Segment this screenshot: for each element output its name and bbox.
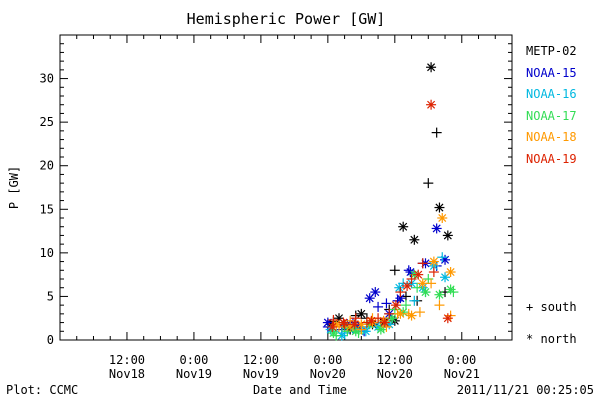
data-point-north-noaa-18 — [417, 278, 428, 289]
y-tick-label: 5 — [47, 289, 54, 303]
y-tick-label: 10 — [40, 246, 54, 260]
data-point-north-noaa-19 — [426, 99, 437, 110]
x-tick-time-label: 12:00 — [109, 353, 145, 367]
data-point-north-noaa-19 — [413, 269, 424, 280]
data-point-north-noaa-18 — [395, 308, 406, 319]
data-point-south-noaa-19 — [384, 308, 395, 319]
south-symbol: + — [526, 300, 534, 314]
y-axis-label: P [GW] — [7, 166, 21, 209]
data-point-south-noaa-19 — [395, 287, 406, 298]
legend-entry: NOAA-19 — [526, 151, 577, 166]
y-tick-label: 30 — [40, 72, 54, 86]
south-label: south — [540, 300, 577, 314]
data-point-north-noaa-18 — [406, 310, 417, 321]
data-point-north-metp-02 — [426, 62, 437, 73]
data-point-south-noaa-19 — [417, 258, 428, 269]
chart-title: Hemispheric Power [GW] — [186, 10, 386, 28]
x-tick-time-label: 12:00 — [243, 353, 279, 367]
data-point-north-noaa-19 — [349, 319, 360, 330]
x-tick-time-label: 12:00 — [377, 353, 413, 367]
footer-source: Plot: CCMC — [6, 383, 79, 397]
x-tick-date-label: Nov20 — [310, 367, 346, 381]
data-point-south-noaa-15 — [381, 298, 392, 309]
data-point-north-noaa-17 — [387, 313, 398, 324]
data-point-north-noaa-16 — [360, 326, 371, 337]
legend-entry: NOAA-18 — [526, 130, 577, 144]
data-point-north-noaa-17 — [350, 326, 361, 337]
data-point-north-noaa-19 — [442, 313, 453, 324]
data-point-north-noaa-19 — [366, 315, 377, 326]
data-point-north-noaa-19 — [379, 317, 390, 328]
marker-key-north: * north — [526, 332, 577, 346]
x-tick-date-label: Nov19 — [176, 367, 212, 381]
data-point-south-metp-02 — [389, 265, 400, 276]
marker-key-south: + south — [526, 300, 577, 314]
data-point-north-noaa-19 — [327, 321, 338, 332]
data-point-north-noaa-17 — [445, 284, 456, 295]
x-tick-date-label: Nov19 — [243, 367, 279, 381]
x-tick-date-label: Nov21 — [444, 367, 480, 381]
x-tick-date-label: Nov18 — [109, 367, 145, 381]
legend-entry: NOAA-16 — [526, 87, 577, 101]
data-point-north-noaa-15 — [440, 254, 451, 265]
x-axis-label: Date and Time — [253, 383, 347, 397]
data-point-north-noaa-18 — [428, 256, 439, 267]
data-point-north-noaa-16 — [336, 330, 347, 341]
data-point-south-noaa-18 — [426, 278, 437, 289]
data-point-north-noaa-15 — [431, 223, 442, 234]
data-point-north-noaa-15 — [370, 287, 381, 298]
data-point-south-noaa-19 — [428, 267, 439, 278]
data-point-north-noaa-17 — [434, 289, 445, 300]
data-point-south-noaa-19 — [350, 313, 361, 324]
data-point-north-noaa-19 — [390, 300, 401, 311]
data-point-north-noaa-17 — [420, 287, 431, 298]
data-point-north-metp-02 — [442, 230, 453, 241]
data-point-south-noaa-19 — [406, 274, 417, 284]
y-tick-label: 20 — [40, 159, 54, 173]
data-point-south-noaa-17 — [412, 282, 423, 293]
y-tick-label: 25 — [40, 115, 54, 129]
data-point-south-noaa-16 — [409, 295, 420, 306]
footer-timestamp: 2011/11/21 00:25:05 — [456, 383, 594, 397]
y-tick-label: 15 — [40, 202, 54, 216]
data-point-south-noaa-19 — [328, 314, 339, 325]
x-tick-time-label: 0:00 — [313, 353, 342, 367]
data-point-north-noaa-19 — [402, 280, 413, 291]
data-point-south-noaa-15 — [373, 301, 384, 312]
plot-frame — [59, 34, 513, 341]
x-tick-date-label: Nov20 — [377, 367, 413, 381]
legend-entry: NOAA-15 — [526, 65, 577, 80]
data-point-south-noaa-17 — [423, 274, 434, 284]
legend-entry: METP-02 — [526, 44, 577, 58]
data-point-north-noaa-16 — [394, 282, 405, 293]
north-label: north — [540, 332, 577, 346]
data-point-north-noaa-17 — [328, 328, 339, 339]
data-point-south-metp-02 — [423, 178, 434, 189]
data-point-north-metp-02 — [356, 308, 367, 319]
north-symbol: * — [526, 332, 534, 346]
y-tick-label: 0 — [47, 333, 54, 347]
data-point-south-noaa-16 — [437, 252, 448, 263]
data-point-north-metp-02 — [409, 234, 420, 245]
x-tick-time-label: 0:00 — [179, 353, 208, 367]
legend-entry: NOAA-17 — [526, 108, 577, 123]
data-point-north-noaa-18 — [445, 267, 456, 278]
x-tick-time-label: 0:00 — [447, 353, 476, 367]
data-point-south-noaa-18 — [414, 307, 425, 318]
data-point-north-noaa-19 — [338, 317, 349, 328]
data-point-south-noaa-18 — [434, 300, 445, 311]
data-point-north-metp-02 — [434, 202, 445, 213]
data-point-north-noaa-18 — [437, 213, 448, 223]
data-point-north-metp-02 — [398, 221, 409, 232]
data-point-south-metp-02 — [431, 127, 442, 138]
